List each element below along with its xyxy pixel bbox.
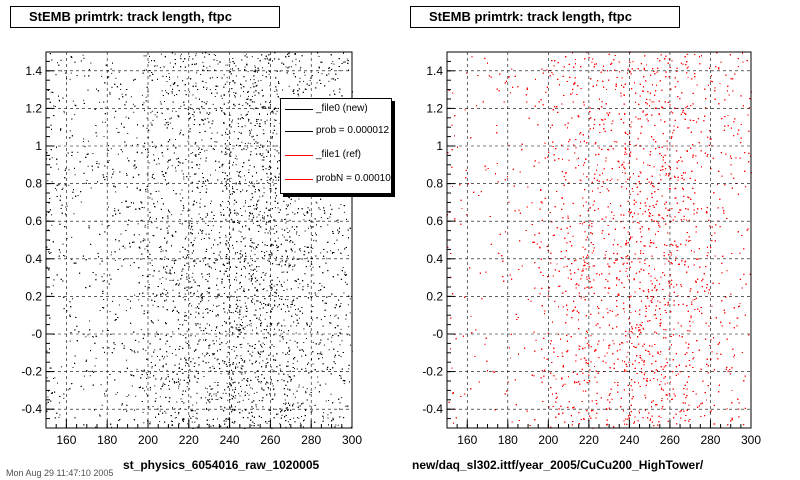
x-tick-label-1-7: 300 bbox=[342, 433, 362, 447]
legend-label-file0: _file0 (new) bbox=[316, 103, 368, 114]
y-tick-label-1-9: 1.4 bbox=[25, 64, 42, 78]
x-tick-label-1-0: 160 bbox=[56, 433, 76, 447]
x-tick-label-2-1: 180 bbox=[498, 433, 518, 447]
y-tick-label-2-4: 0.4 bbox=[426, 252, 443, 266]
x-tick-label-1-1: 180 bbox=[97, 433, 117, 447]
legend-entry-probn: probN = 0.00010 bbox=[281, 169, 391, 189]
y-tick-label-2-6: 0.8 bbox=[426, 177, 443, 191]
y-tick-label-1-8: 1.2 bbox=[25, 101, 42, 115]
legend-line-file1 bbox=[285, 155, 313, 156]
y-tick-label-2-5: 0.6 bbox=[426, 214, 443, 228]
timestamp-label: Mon Aug 29 11:47:10 2005 bbox=[6, 468, 114, 478]
x-tick-label-1-2: 200 bbox=[138, 433, 158, 447]
x-tick-label-2-4: 240 bbox=[619, 433, 639, 447]
x-tick-label-1-3: 220 bbox=[179, 433, 199, 447]
y-tick-label-1-3: 0.2 bbox=[25, 289, 42, 303]
x-tick-label-1-4: 240 bbox=[220, 433, 240, 447]
right-plot-title: StEMB primtrk: track length, ftpc bbox=[410, 6, 680, 28]
legend-line-file0 bbox=[285, 109, 313, 110]
plot-panel-2: 160 180 200 220 240 260 280 300 -0.4 -0.2 -0 0.2 0.4… bbox=[422, 51, 761, 447]
legend: _file0 (new) prob = 0.000012 _file1 (ref… bbox=[280, 98, 392, 194]
left-plot-title: StEMB primtrk: track length, ftpc bbox=[10, 6, 280, 28]
legend-line-prob bbox=[285, 131, 313, 132]
x-tick-label-2-6: 280 bbox=[700, 433, 720, 447]
y-tick-label-1-1: -0.2 bbox=[21, 365, 42, 379]
legend-label-file1: _file1 (ref) bbox=[316, 149, 362, 160]
legend-entry-file1: _file1 (ref) bbox=[281, 145, 391, 165]
legend-label-prob: prob = 0.000012 bbox=[316, 125, 390, 136]
y-tick-label-2-2: -0 bbox=[432, 327, 443, 341]
y-tick-label-2-9: 1.4 bbox=[426, 64, 443, 78]
scatter-points-1 bbox=[46, 52, 353, 429]
x-tick-label-1-5: 260 bbox=[260, 433, 280, 447]
y-tick-label-2-1: -0.2 bbox=[422, 365, 443, 379]
x-tick-label-2-3: 220 bbox=[579, 433, 599, 447]
y-tick-label-1-5: 0.6 bbox=[25, 214, 42, 228]
y-tick-label-1-6: 0.8 bbox=[25, 177, 42, 191]
x-tick-label-2-7: 300 bbox=[741, 433, 761, 447]
y-tick-label-1-7: 1 bbox=[35, 139, 42, 153]
y-tick-label-1-0: -0.4 bbox=[21, 402, 42, 416]
legend-entry-prob: prob = 0.000012 bbox=[281, 121, 391, 141]
scatter-points-2 bbox=[447, 52, 752, 429]
x-tick-label-2-2: 200 bbox=[538, 433, 558, 447]
y-tick-label-1-2: -0 bbox=[31, 327, 42, 341]
legend-line-probn bbox=[285, 179, 313, 180]
y-tick-label-2-7: 1 bbox=[436, 139, 443, 153]
legend-label-probn: probN = 0.00010 bbox=[316, 173, 391, 184]
y-tick-label-2-3: 0.2 bbox=[426, 289, 443, 303]
left-x-axis-label: st_physics_6054016_raw_1020005 bbox=[123, 458, 320, 472]
y-tick-label-2-0: -0.4 bbox=[422, 402, 443, 416]
right-x-axis-label: new/daq_sl302.ittf/year_2005/CuCu200_Hig… bbox=[412, 458, 704, 472]
x-tick-label-1-6: 280 bbox=[301, 433, 321, 447]
x-tick-label-2-0: 160 bbox=[457, 433, 477, 447]
y-tick-label-2-8: 1.2 bbox=[426, 101, 443, 115]
y-tick-label-1-4: 0.4 bbox=[25, 252, 42, 266]
legend-entry-file0: _file0 (new) bbox=[281, 99, 391, 119]
plot-area bbox=[447, 52, 751, 428]
x-tick-label-2-5: 260 bbox=[660, 433, 680, 447]
